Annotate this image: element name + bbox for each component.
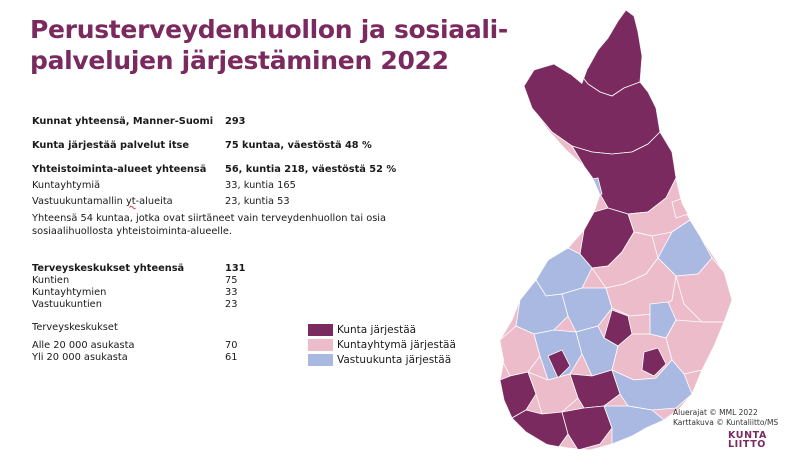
map-credits: Aluerajat © MML 2022 Karttakuva © Kuntal… bbox=[673, 408, 778, 428]
hc-under-label: Alle 20 000 asukasta bbox=[32, 340, 135, 351]
kuntaliitto-logo: KUNTA LIITTO bbox=[728, 430, 767, 450]
hc-kuntien-value: 75 bbox=[225, 275, 238, 286]
stat-vastuukunta-label-pre: Vastuukuntamallin bbox=[32, 196, 126, 207]
stat-total-label: Kunnat yhteensä, Manner-Suomi bbox=[32, 116, 214, 127]
stat-vastuukunta-label-squig: yt bbox=[125, 196, 136, 207]
region-central-north bbox=[561, 287, 613, 333]
region-tampere bbox=[547, 349, 571, 379]
credits-line-2: Karttakuva © Kuntaliitto/MS bbox=[673, 418, 779, 427]
legend-label-vastuukunta: Vastuukunta järjestää bbox=[337, 354, 452, 366]
stat-kuntayhtymia-value: 33, kuntia 165 bbox=[225, 180, 296, 191]
legend-swatch-kunta bbox=[308, 324, 333, 336]
legend-swatch-vastuukunta bbox=[308, 354, 333, 366]
hc-kuntayhtymien-label: Kuntayhtymien bbox=[32, 287, 107, 298]
hc-total-label: Terveyskeskukset yhteensä bbox=[32, 263, 185, 274]
note-line-2: sosiaalihuollosta yhteistoiminta-alueell… bbox=[32, 226, 232, 237]
hc-vastuukuntien-value: 23 bbox=[225, 299, 238, 310]
stat-coop-label: Yhteistoiminta-alueet yhteensä bbox=[32, 164, 207, 175]
hc-over-label: Yli 20 000 asukasta bbox=[32, 352, 128, 363]
title-line-2: palvelujen järjestäminen 2022 bbox=[30, 46, 449, 75]
hc-kuntayhtymien-value: 33 bbox=[225, 287, 238, 298]
title-line-1: Perusterveydenhuollon ja sosiaali- bbox=[30, 15, 509, 44]
stat-total-value: 293 bbox=[225, 116, 246, 127]
region-porvoo-kotka bbox=[603, 405, 665, 445]
stat-coop-value: 56, kuntia 218, väestöstä 52 % bbox=[225, 164, 397, 175]
region-lahti bbox=[569, 369, 621, 409]
region-lapland-north bbox=[579, 10, 643, 97]
region-karelia-north bbox=[675, 257, 732, 323]
stat-kuntayhtymia-label: Kuntayhtymiä bbox=[32, 180, 101, 191]
credits-line-1: Aluerajat © MML 2022 bbox=[673, 408, 758, 417]
legend-label-kuntayhtyma: Kuntayhtymä järjestää bbox=[337, 339, 456, 351]
hc-total-value: 131 bbox=[225, 263, 246, 274]
stat-vastuukunta-value: 23, kuntia 53 bbox=[225, 196, 290, 207]
hc-under-value: 70 bbox=[225, 340, 238, 351]
region-helsinki bbox=[561, 405, 613, 450]
legend-label-kunta: Kunta järjestää bbox=[337, 324, 417, 336]
region-mikkeli bbox=[641, 347, 667, 377]
region-savo-north bbox=[605, 257, 677, 317]
stat-vastuukunta-label-post: -alueita bbox=[135, 196, 173, 207]
note-line-1: Yhteensä 54 kuntaa, jotka ovat siirtänee… bbox=[32, 213, 387, 224]
region-hame bbox=[527, 371, 579, 415]
note-text: Yhteensä 54 kuntaa, jotka ovat siirtänee… bbox=[32, 212, 432, 238]
region-kymenlaakso bbox=[611, 359, 693, 411]
hc-kuntien-label: Kuntien bbox=[32, 275, 70, 286]
stat-self-value: 75 kuntaa, väestöstä 48 % bbox=[225, 140, 372, 151]
hc-over-value: 61 bbox=[225, 352, 238, 363]
legend-swatch-kuntayhtyma bbox=[308, 339, 333, 351]
region-turku bbox=[500, 371, 537, 419]
stat-vastuukunta-label: Vastuukuntamallin yt-alueita bbox=[32, 196, 173, 207]
logo-line-2: LIITTO bbox=[728, 438, 766, 450]
map-title: Perusterveydenhuollon ja sosiaali- palve… bbox=[30, 14, 550, 76]
finland-map bbox=[499, 9, 733, 451]
stat-self-label: Kunta järjestää palvelut itse bbox=[32, 140, 189, 151]
region-uusimaa-west bbox=[511, 409, 569, 449]
hc-vastuukuntien-label: Vastuukuntien bbox=[32, 299, 102, 310]
logo-line-1: KUNTA bbox=[728, 430, 767, 441]
hc-subheading-label: Terveyskeskukset bbox=[32, 322, 118, 333]
